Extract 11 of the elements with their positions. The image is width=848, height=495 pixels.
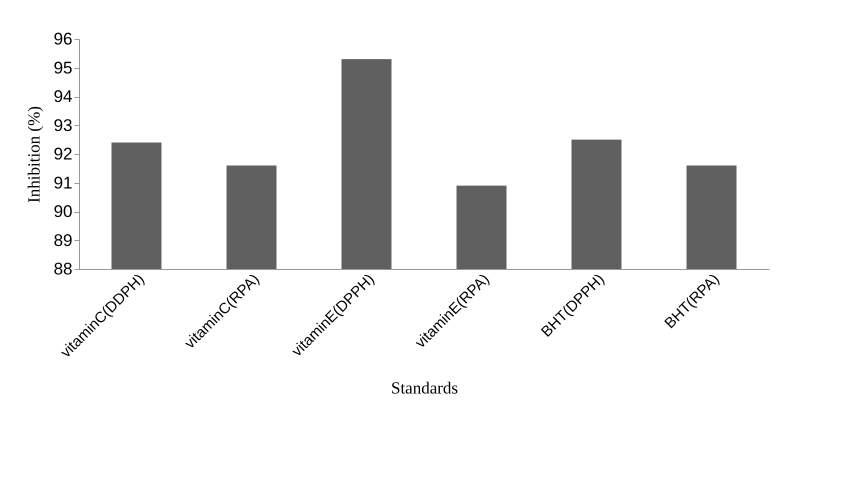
y-axis-title: Inhibition (%)	[24, 106, 44, 203]
y-tick-label: 89	[54, 230, 72, 250]
y-tick-label: 88	[54, 260, 72, 278]
y-tick-label: 92	[54, 144, 72, 164]
x-axis-title: Standards	[390, 378, 458, 398]
y-tick-label: 94	[54, 87, 72, 106]
y-tick-label: 91	[54, 173, 72, 192]
y-tick-label: 95	[54, 58, 72, 78]
y-tick-label: 90	[54, 202, 72, 221]
y-tick-label: 93	[54, 116, 72, 135]
y-tick-label: 96	[54, 30, 72, 48]
